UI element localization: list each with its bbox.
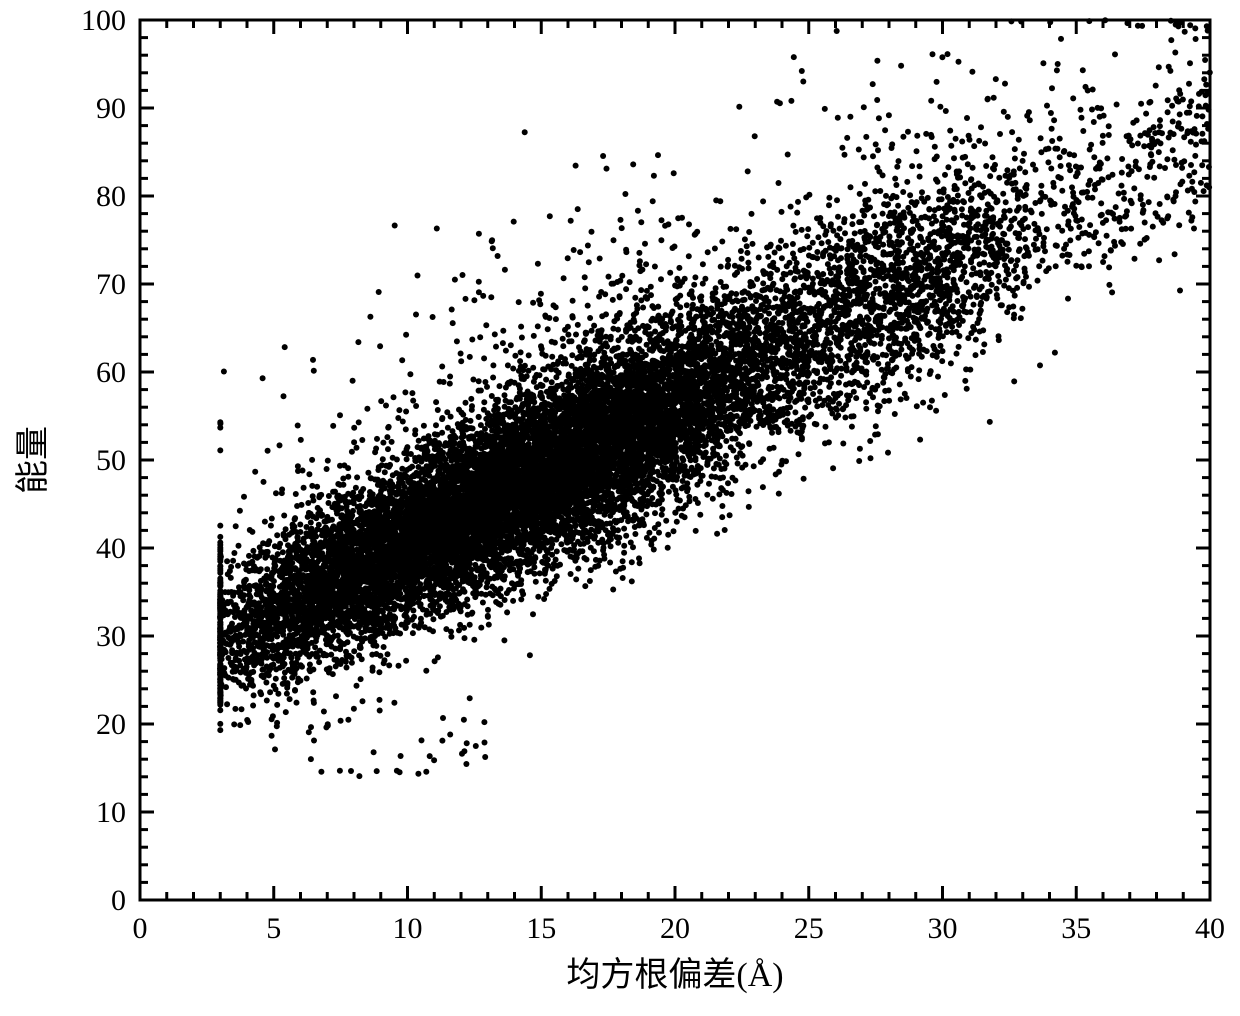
x-tick-label: 5	[266, 912, 281, 945]
x-axis-label: 均方根偏差(Å)	[566, 956, 783, 994]
y-tick-label: 50	[96, 444, 126, 477]
y-tick-label: 40	[96, 532, 126, 565]
x-tick-label: 40	[1195, 912, 1225, 945]
y-tick-label: 90	[96, 92, 126, 125]
x-tick-label: 0	[133, 912, 148, 945]
chart-container: 0 5 10 15 20 25 30 35 40 0 10 20 30 40 50 60 70 80 90 100 均方…	[0, 0, 1240, 1016]
x-tick-label: 25	[794, 912, 824, 945]
y-tick-label: 10	[96, 796, 126, 829]
y-tick-label: 0	[111, 884, 126, 917]
y-tick-label: 20	[96, 708, 126, 741]
x-tick-label: 10	[393, 912, 423, 945]
x-tick-label: 30	[928, 912, 958, 945]
x-tick-label: 15	[526, 912, 556, 945]
scatter-chart: 0 5 10 15 20 25 30 35 40 0 10 20 30 40 50 60 70 80 90 100 均方…	[0, 0, 1240, 1016]
y-tick-label: 70	[96, 268, 126, 301]
x-tick-label: 20	[660, 912, 690, 945]
y-tick-label: 60	[96, 356, 126, 389]
y-tick-label: 30	[96, 620, 126, 653]
x-tick-label: 35	[1061, 912, 1091, 945]
y-tick-label: 100	[81, 4, 126, 37]
y-tick-label: 80	[96, 180, 126, 213]
y-axis-label: 能量	[14, 426, 52, 494]
